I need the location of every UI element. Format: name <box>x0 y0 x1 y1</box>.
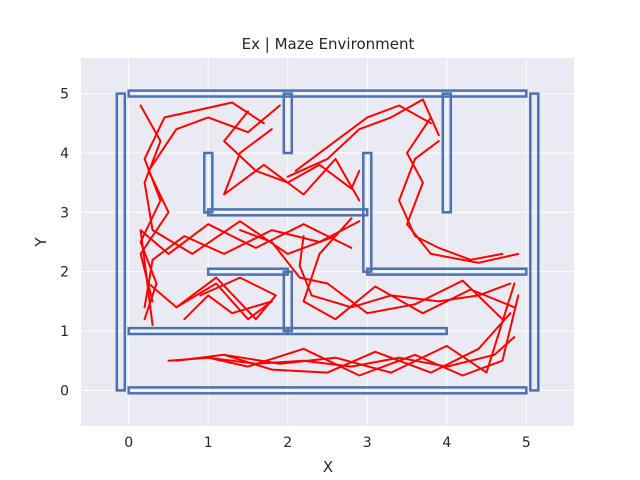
x-tick-label-0: 0 <box>124 435 133 451</box>
wall-segment-1 <box>127 89 528 98</box>
wall-segment-9 <box>203 151 214 214</box>
trajectory-series-18 <box>398 140 504 261</box>
maze-walls <box>115 89 540 395</box>
trajectory-series-19 <box>406 116 520 264</box>
trajectory-series-4 <box>298 235 512 309</box>
wall-segment-13 <box>441 92 453 214</box>
trajectory-series-6 <box>239 229 504 321</box>
x-tick-label-4: 4 <box>442 435 451 451</box>
x-axis-label: X <box>323 458 333 476</box>
y-axis-label: Y <box>32 237 50 248</box>
chart-title: Ex | Maze Environment <box>242 35 415 53</box>
trajectory-series-13 <box>147 276 277 321</box>
y-tick-label-3: 3 <box>60 205 69 221</box>
trajectory-series-5 <box>302 217 516 321</box>
wall-segment-0 <box>127 386 528 395</box>
wall-segment-11 <box>282 270 294 333</box>
trajectory-series-8 <box>139 223 353 327</box>
x-tick-label-5: 5 <box>522 435 531 451</box>
wall-segment-12 <box>362 151 373 273</box>
trajectory-series-16 <box>294 104 432 172</box>
trajectory-series-9 <box>139 104 337 255</box>
trajectory-series-0 <box>167 336 516 368</box>
wall-segment-2 <box>115 92 127 392</box>
y-tick-label-2: 2 <box>60 265 69 281</box>
trajectory-series-17 <box>286 98 440 178</box>
y-tick-label-1: 1 <box>60 324 69 340</box>
trajectory-series-11 <box>139 104 281 303</box>
trajectory-series-10 <box>139 101 265 321</box>
trajectories <box>139 98 520 377</box>
trajectory-series-2 <box>207 294 520 377</box>
wall-segment-10 <box>282 92 294 155</box>
y-ticks: 0 1 2 3 4 5 <box>60 87 69 400</box>
x-tick-label-3: 3 <box>363 435 372 451</box>
y-tick-label-4: 4 <box>60 146 69 162</box>
x-ticks: 0 1 2 3 4 5 <box>124 435 531 451</box>
y-tick-label-0: 0 <box>60 383 69 399</box>
trajectory-series-15 <box>223 128 361 202</box>
x-tick-label-2: 2 <box>283 435 292 451</box>
trajectory-series-3 <box>223 282 516 374</box>
x-tick-label-1: 1 <box>204 435 213 451</box>
wall-segment-3 <box>529 92 540 392</box>
y-tick-label-5: 5 <box>60 87 69 103</box>
